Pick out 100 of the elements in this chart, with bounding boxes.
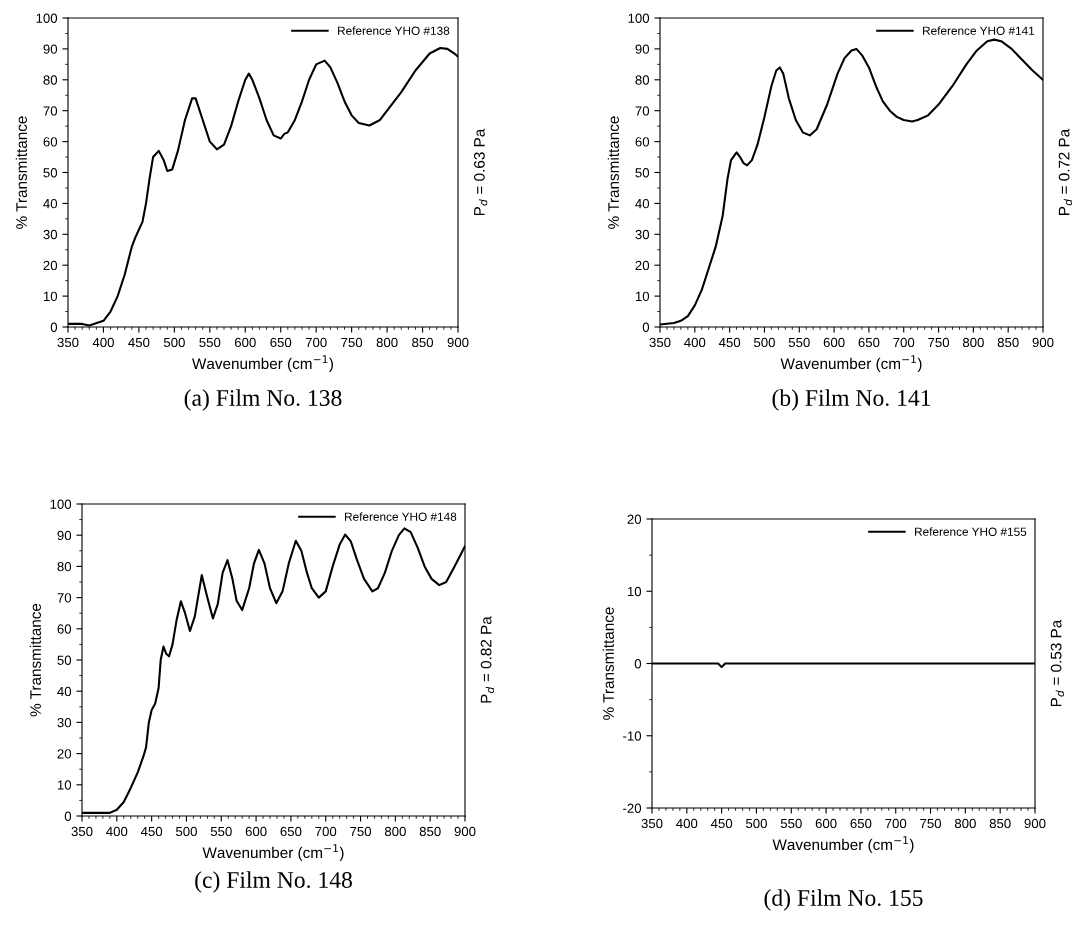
x-tick-label: 900 — [447, 337, 469, 348]
y-axis-title: % Transmittance — [607, 116, 619, 229]
x-tick-label: 650 — [280, 826, 302, 837]
y-tick-label: 100 — [628, 13, 650, 23]
y-tick-label: 0 — [50, 322, 58, 332]
x-tick-label: 350 — [641, 818, 663, 829]
y-tick-label: 80 — [43, 75, 58, 85]
y-tick-label: 30 — [635, 229, 650, 240]
y-tick-label: -20 — [623, 803, 642, 813]
y2-axis-title: P$_{d}$ = 0.72 Pa — [1058, 128, 1073, 215]
x-tick-label: 900 — [454, 826, 476, 837]
x-tick-label: 800 — [376, 337, 398, 348]
x-tick-label: 550 — [210, 826, 232, 837]
x-tick-label: 850 — [419, 826, 441, 837]
x-tick-label: 350 — [71, 826, 93, 837]
y-tick-label: 20 — [635, 260, 650, 271]
x-tick-label: 700 — [893, 337, 915, 348]
x-tick-label: 800 — [962, 337, 984, 348]
x-tick-label: 850 — [989, 818, 1011, 829]
y-tick-label: 90 — [635, 44, 650, 54]
x-tick-label: 650 — [858, 337, 880, 348]
y-tick-label: 20 — [43, 260, 58, 271]
y-tick-label: 10 — [57, 780, 72, 790]
x-tick-label: 550 — [199, 337, 221, 348]
x-tick-label: 600 — [823, 337, 845, 348]
y-axis-title: % Transmittance — [602, 607, 614, 720]
y-tick-label: 80 — [635, 75, 650, 85]
y-tick-label: 40 — [635, 198, 650, 209]
x-tick-label: 800 — [954, 818, 976, 829]
y-tick-label: 70 — [635, 106, 650, 116]
legend-label: Reference YHO #155 — [915, 527, 1027, 536]
y-tick-label: 70 — [43, 106, 58, 116]
y-tick-label: 0 — [634, 659, 642, 669]
x-tick-label: 900 — [1024, 818, 1046, 829]
y-tick-label: 0 — [64, 811, 72, 821]
y-tick-label: 100 — [36, 13, 58, 23]
x-tick-label: 800 — [384, 826, 406, 837]
y-tick-label: -10 — [623, 731, 642, 741]
x-tick-label: 700 — [315, 826, 337, 837]
x-tick-label: 600 — [245, 826, 267, 837]
x-tick-label: 750 — [928, 337, 950, 348]
x-tick-label: 400 — [106, 826, 128, 837]
x-tick-label: 650 — [850, 818, 872, 829]
y-tick-label: 20 — [57, 749, 72, 759]
y-tick-label: 80 — [57, 561, 72, 572]
legend-label: Reference YHO #138 — [338, 26, 450, 35]
x-tick-label: 650 — [270, 337, 292, 348]
x-tick-label: 500 — [163, 337, 185, 348]
y-tick-label: 0 — [642, 322, 650, 332]
y-tick-label: 50 — [57, 655, 72, 665]
y-tick-label: 90 — [57, 530, 72, 541]
y-tick-label: 50 — [635, 168, 650, 178]
text: (d) Film No. 155 — [764, 889, 923, 911]
x-axis-title: Wavenumber (cm$^{−1}$) — [780, 355, 922, 373]
x-tick-label: 500 — [753, 337, 775, 348]
x-tick-label: 750 — [350, 826, 372, 837]
x-tick-label: 350 — [57, 337, 79, 348]
x-axis-title: Wavenumber (cm$^{−1}$) — [192, 355, 333, 373]
x-tick-label: 700 — [305, 337, 327, 348]
x-tick-label: 900 — [1032, 337, 1054, 348]
y-tick-label: 10 — [627, 586, 642, 597]
x-tick-label: 500 — [175, 826, 197, 837]
legend-label: Reference YHO #148 — [345, 512, 457, 521]
x-tick-label: 450 — [710, 818, 733, 829]
y2-axis-title: P$_{d}$ = 0.53 Pa — [1050, 619, 1065, 707]
x-tick-label: 400 — [676, 818, 698, 829]
x-tick-label: 500 — [745, 818, 767, 829]
x-tick-label: 850 — [412, 337, 434, 348]
x-tick-label: 400 — [92, 337, 114, 348]
x-tick-label: 550 — [788, 337, 810, 348]
x-tick-label: 600 — [234, 337, 256, 348]
x-tick-label: 700 — [885, 818, 907, 829]
x-tick-label: 750 — [920, 818, 942, 829]
y-tick-label: 90 — [43, 44, 58, 54]
legend-label: Reference YHO #141 — [923, 26, 1035, 35]
x-tick-label: 750 — [341, 337, 363, 348]
y-tick-label: 60 — [57, 624, 72, 634]
x-tick-label: 450 — [140, 826, 163, 837]
x-tick-label: 350 — [649, 337, 671, 348]
y-axis-title: % Transmittance — [15, 116, 27, 229]
y2-axis-title: P$_{d}$ = 0.82 Pa — [480, 616, 495, 703]
y-tick-label: 30 — [43, 229, 58, 240]
y-tick-label: 40 — [57, 686, 72, 697]
x-tick-label: 450 — [718, 337, 741, 348]
y-tick-label: 20 — [627, 514, 642, 524]
y-tick-label: 10 — [43, 291, 58, 302]
y-tick-label: 60 — [43, 137, 58, 147]
y-tick-label: 30 — [57, 717, 72, 728]
y-axis-title: % Transmittance — [29, 603, 41, 717]
x-tick-label: 850 — [997, 337, 1019, 348]
y-tick-label: 10 — [635, 291, 650, 302]
x-tick-label: 600 — [815, 818, 837, 829]
x-tick-label: 450 — [128, 337, 150, 348]
y-tick-label: 50 — [43, 168, 58, 178]
x-axis-title: Wavenumber (cm$^{−1}$) — [202, 844, 344, 862]
y-tick-label: 70 — [57, 593, 72, 603]
text: (a) Film No. 138 — [184, 389, 342, 411]
y-tick-label: 60 — [635, 137, 650, 147]
text: (b) Film No. 141 — [772, 389, 931, 411]
text: (c) Film No. 148 — [195, 871, 352, 893]
